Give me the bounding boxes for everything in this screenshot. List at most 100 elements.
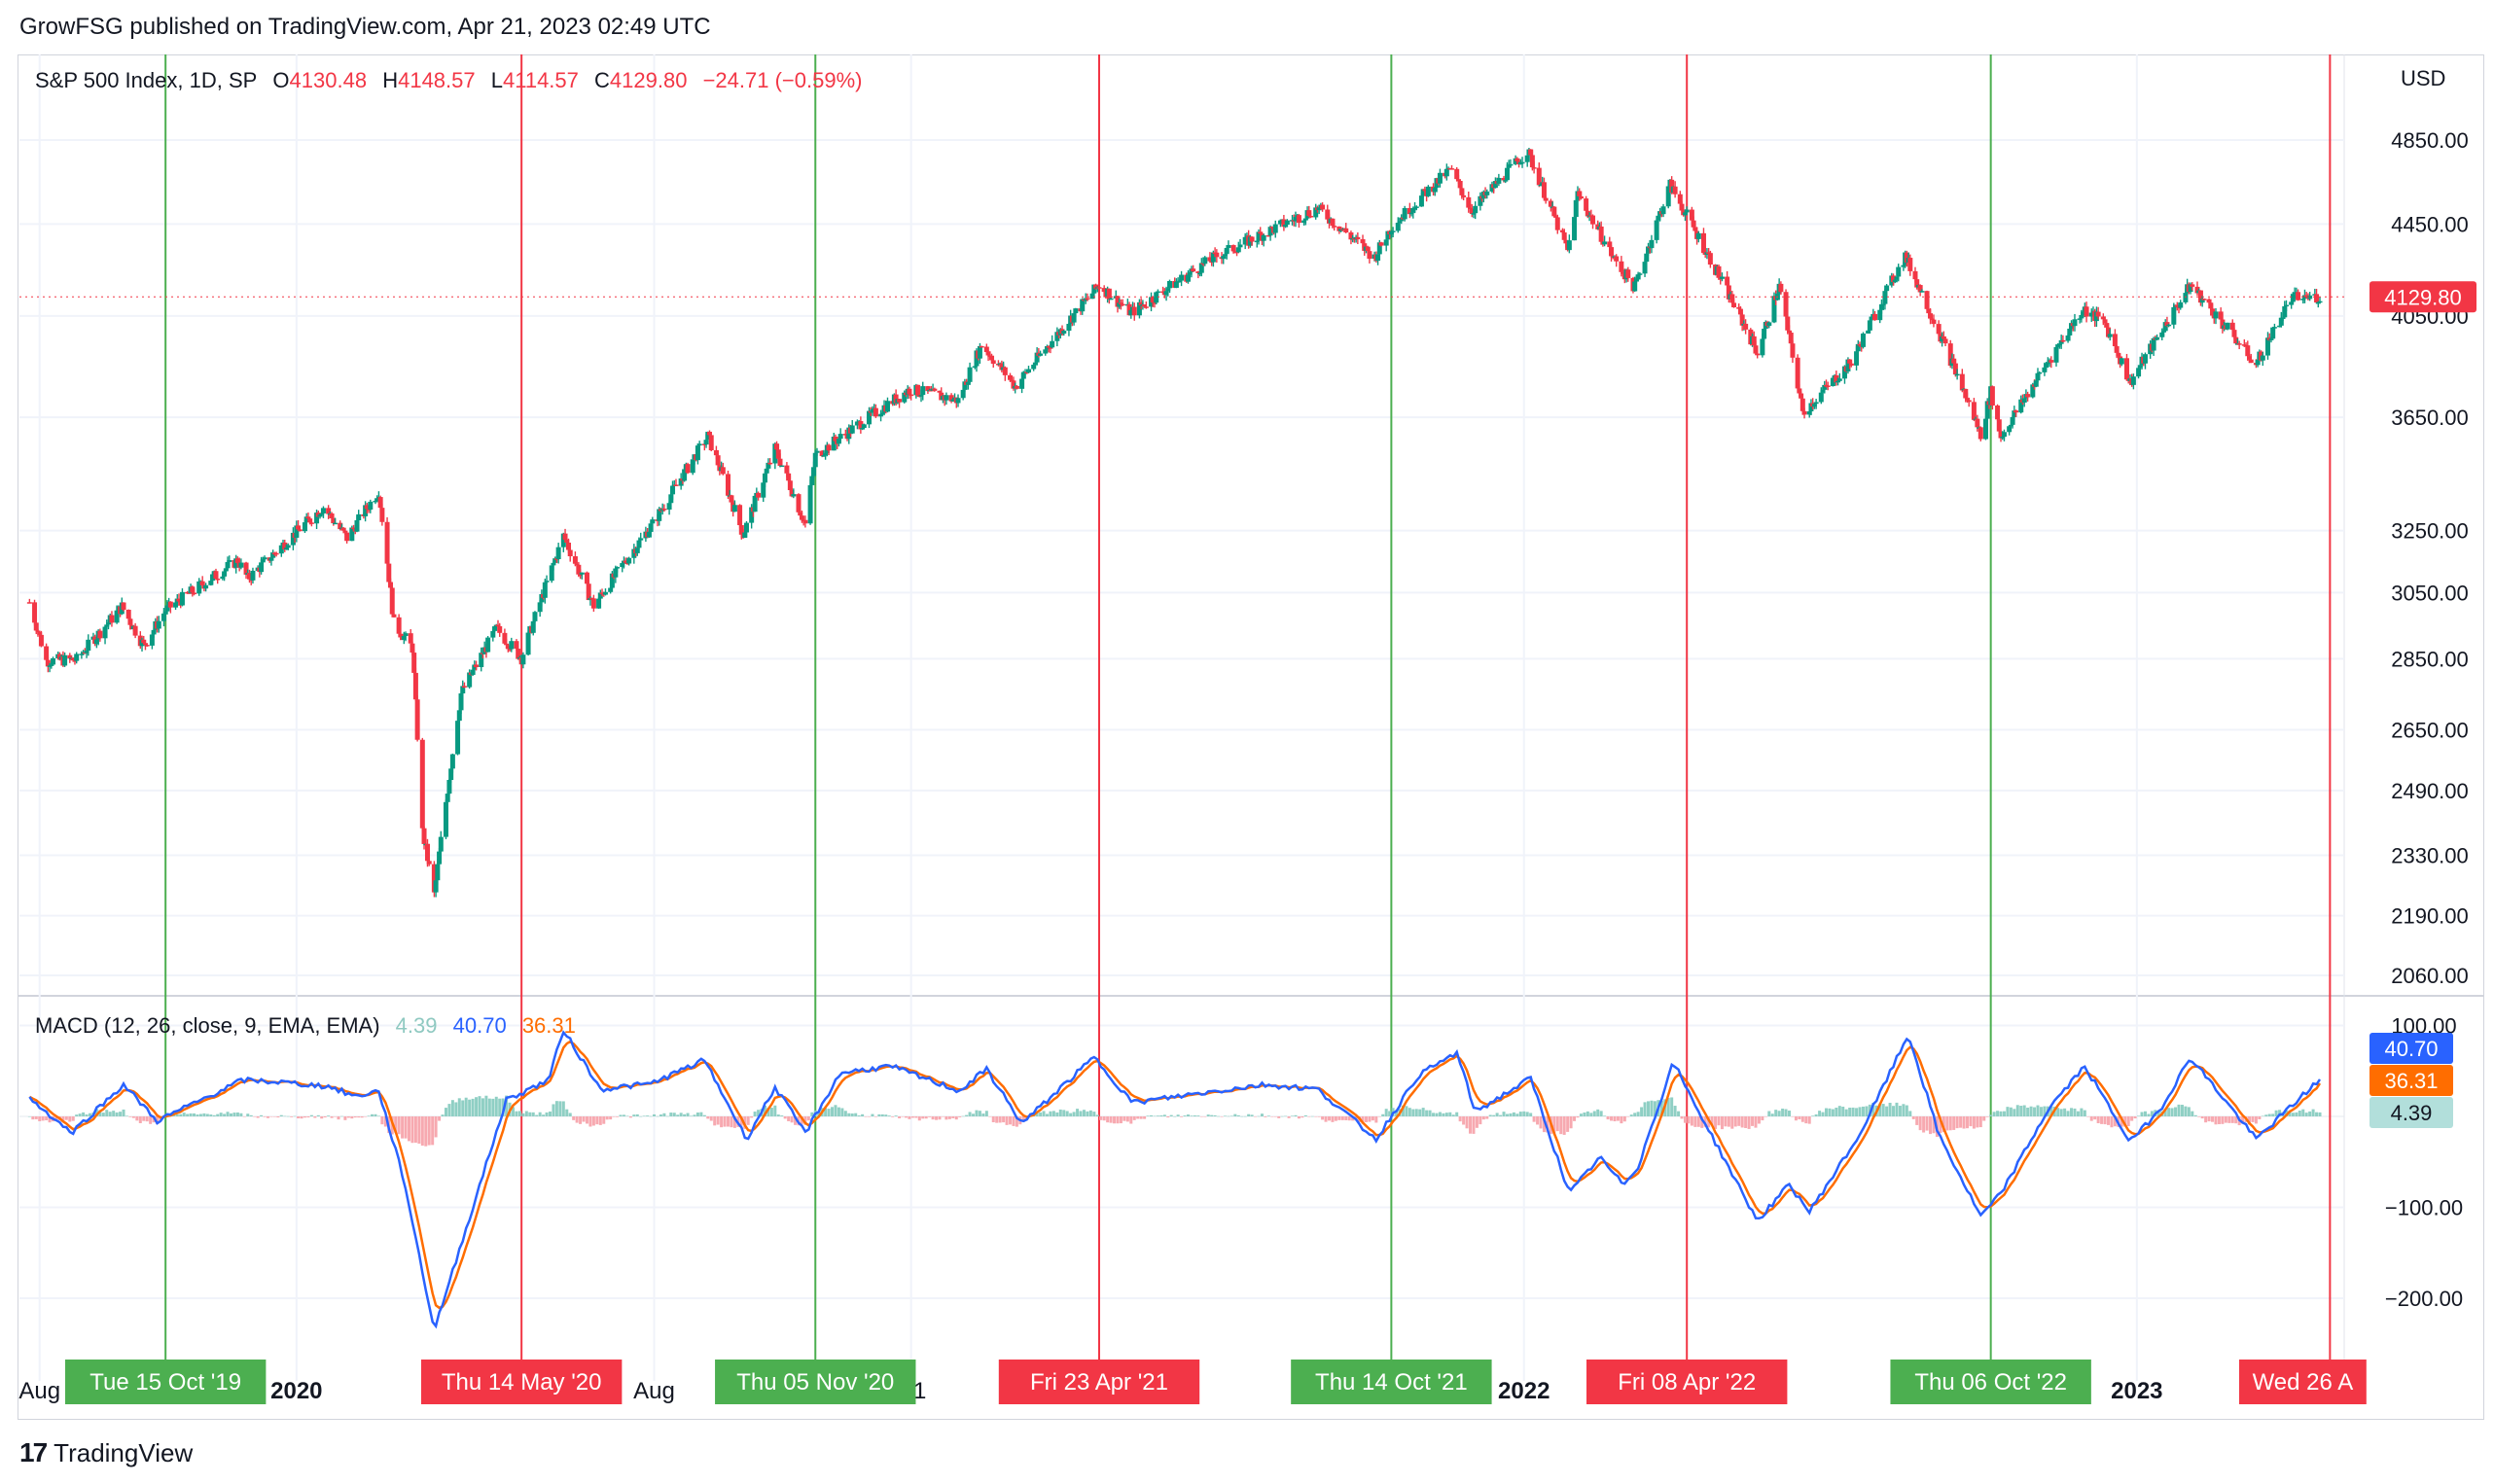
candle-body	[1506, 164, 1512, 168]
histogram-bar	[1129, 1116, 1133, 1124]
candle-body	[2231, 330, 2237, 337]
candle-body	[421, 828, 427, 844]
currency-label: USD	[2401, 66, 2445, 90]
candle-body	[626, 557, 632, 564]
histogram-bar	[2251, 1116, 2255, 1122]
candle-body	[1466, 196, 1472, 208]
signal-date-tag-buy[interactable]	[64, 1360, 267, 1404]
candle-body	[2245, 345, 2251, 357]
candle-body	[151, 629, 157, 635]
signal-date-label: Fri 23 Apr '21	[1030, 1369, 1168, 1396]
candle-body	[1984, 401, 1990, 419]
histogram-bar	[2258, 1116, 2262, 1120]
histogram-bar	[978, 1111, 981, 1116]
histogram-bar	[565, 1109, 569, 1116]
candle-body	[1951, 358, 1957, 364]
histogram-bar	[1049, 1111, 1052, 1116]
candle-body	[1766, 322, 1772, 327]
histogram-bar	[2254, 1116, 2258, 1124]
candle-body	[799, 515, 804, 520]
candle-body	[1891, 275, 1897, 282]
histogram-bar	[334, 1116, 338, 1117]
signal-date-tag-sell[interactable]	[2239, 1360, 2367, 1404]
histogram-bar	[995, 1116, 999, 1123]
candle-body	[789, 489, 795, 497]
histogram-bar	[364, 1116, 368, 1117]
candle-body	[1154, 292, 1159, 303]
candle-body	[725, 474, 730, 496]
candle-body	[1989, 386, 1995, 406]
histogram-bar	[353, 1116, 357, 1118]
candle-body	[377, 497, 383, 509]
candle-body	[1578, 195, 1584, 199]
macd-tick-label: −100.00	[2385, 1196, 2463, 1220]
signal-date-tag-buy[interactable]	[715, 1360, 916, 1404]
histogram-bar	[1277, 1116, 1281, 1118]
histogram-bar	[2083, 1110, 2086, 1116]
candle-body	[2303, 295, 2309, 298]
candle-body	[408, 633, 413, 644]
signal-date-tag-sell[interactable]	[998, 1360, 1200, 1404]
macd-lines	[28, 1030, 2322, 1329]
candle-body	[2056, 343, 2062, 346]
tradingview-brand: TradingView	[53, 1437, 194, 1467]
candle-body	[2012, 410, 2017, 417]
candle-body	[608, 587, 614, 592]
candle-body	[878, 413, 884, 417]
histogram-bar	[1798, 1116, 1801, 1120]
histogram-bar	[101, 1113, 105, 1116]
histogram-bar	[1432, 1113, 1436, 1116]
symbol-title[interactable]: S&P 500 Index, 1D, SP	[35, 68, 258, 92]
histogram-bar	[1122, 1116, 1126, 1121]
candle-body	[1609, 247, 1615, 257]
candle-body	[1071, 313, 1077, 323]
histogram-bar	[343, 1116, 347, 1120]
candle-body	[2260, 355, 2265, 361]
price-tick-label: 4450.00	[2391, 212, 2469, 236]
candle-body	[1106, 288, 1112, 300]
histogram-bar	[1502, 1112, 1506, 1116]
histogram-bar	[683, 1113, 687, 1116]
candle-body	[1457, 181, 1463, 189]
candle-body	[1210, 252, 1216, 263]
candle-body	[109, 615, 115, 623]
histogram-bar	[642, 1115, 646, 1116]
histogram-bar	[1458, 1116, 1462, 1122]
histogram-bar	[2009, 1107, 2013, 1116]
histogram-bar	[457, 1098, 461, 1116]
histogram-bar	[1414, 1109, 1418, 1116]
histogram-bar	[1065, 1111, 1069, 1116]
histogram-bar	[339, 1115, 343, 1117]
signal-date-tag-sell[interactable]	[1586, 1360, 1788, 1404]
histogram-bar	[1576, 1116, 1580, 1118]
candle-body	[225, 561, 231, 569]
candle-body	[2194, 286, 2200, 294]
tradingview-footer[interactable]: 17 TradingView	[19, 1437, 193, 1468]
candle-body	[479, 653, 484, 667]
candle-body	[1941, 336, 1946, 339]
signal-date-tag-sell[interactable]	[420, 1360, 623, 1404]
signal-date-tag-buy[interactable]	[1890, 1360, 2091, 1404]
candle-body	[1378, 242, 1384, 246]
histogram-bar	[965, 1114, 969, 1116]
signal-date-tag-buy[interactable]	[1291, 1360, 1492, 1404]
candle-body	[458, 693, 464, 711]
histogram-bar	[2163, 1109, 2167, 1116]
candle-body	[1598, 226, 1604, 242]
histogram-bar	[628, 1116, 632, 1118]
macd-title[interactable]: MACD (12, 26, close, 9, EMA, EMA)	[35, 1013, 380, 1038]
publisher-line: GrowFSG published on TradingView.com, Ap…	[19, 14, 711, 40]
histogram-bar	[1777, 1111, 1781, 1116]
candle-body	[461, 686, 467, 688]
histogram-bar	[843, 1111, 847, 1116]
candle-body	[1508, 163, 1514, 166]
candle-body	[1528, 149, 1534, 156]
histogram-bar	[1683, 1116, 1687, 1123]
histogram-bar	[1284, 1115, 1288, 1117]
candle-body	[1790, 343, 1796, 358]
candle-body	[979, 345, 984, 348]
candle-body	[374, 498, 380, 501]
histogram-bar	[1747, 1116, 1751, 1129]
histogram-bar	[2284, 1110, 2288, 1116]
